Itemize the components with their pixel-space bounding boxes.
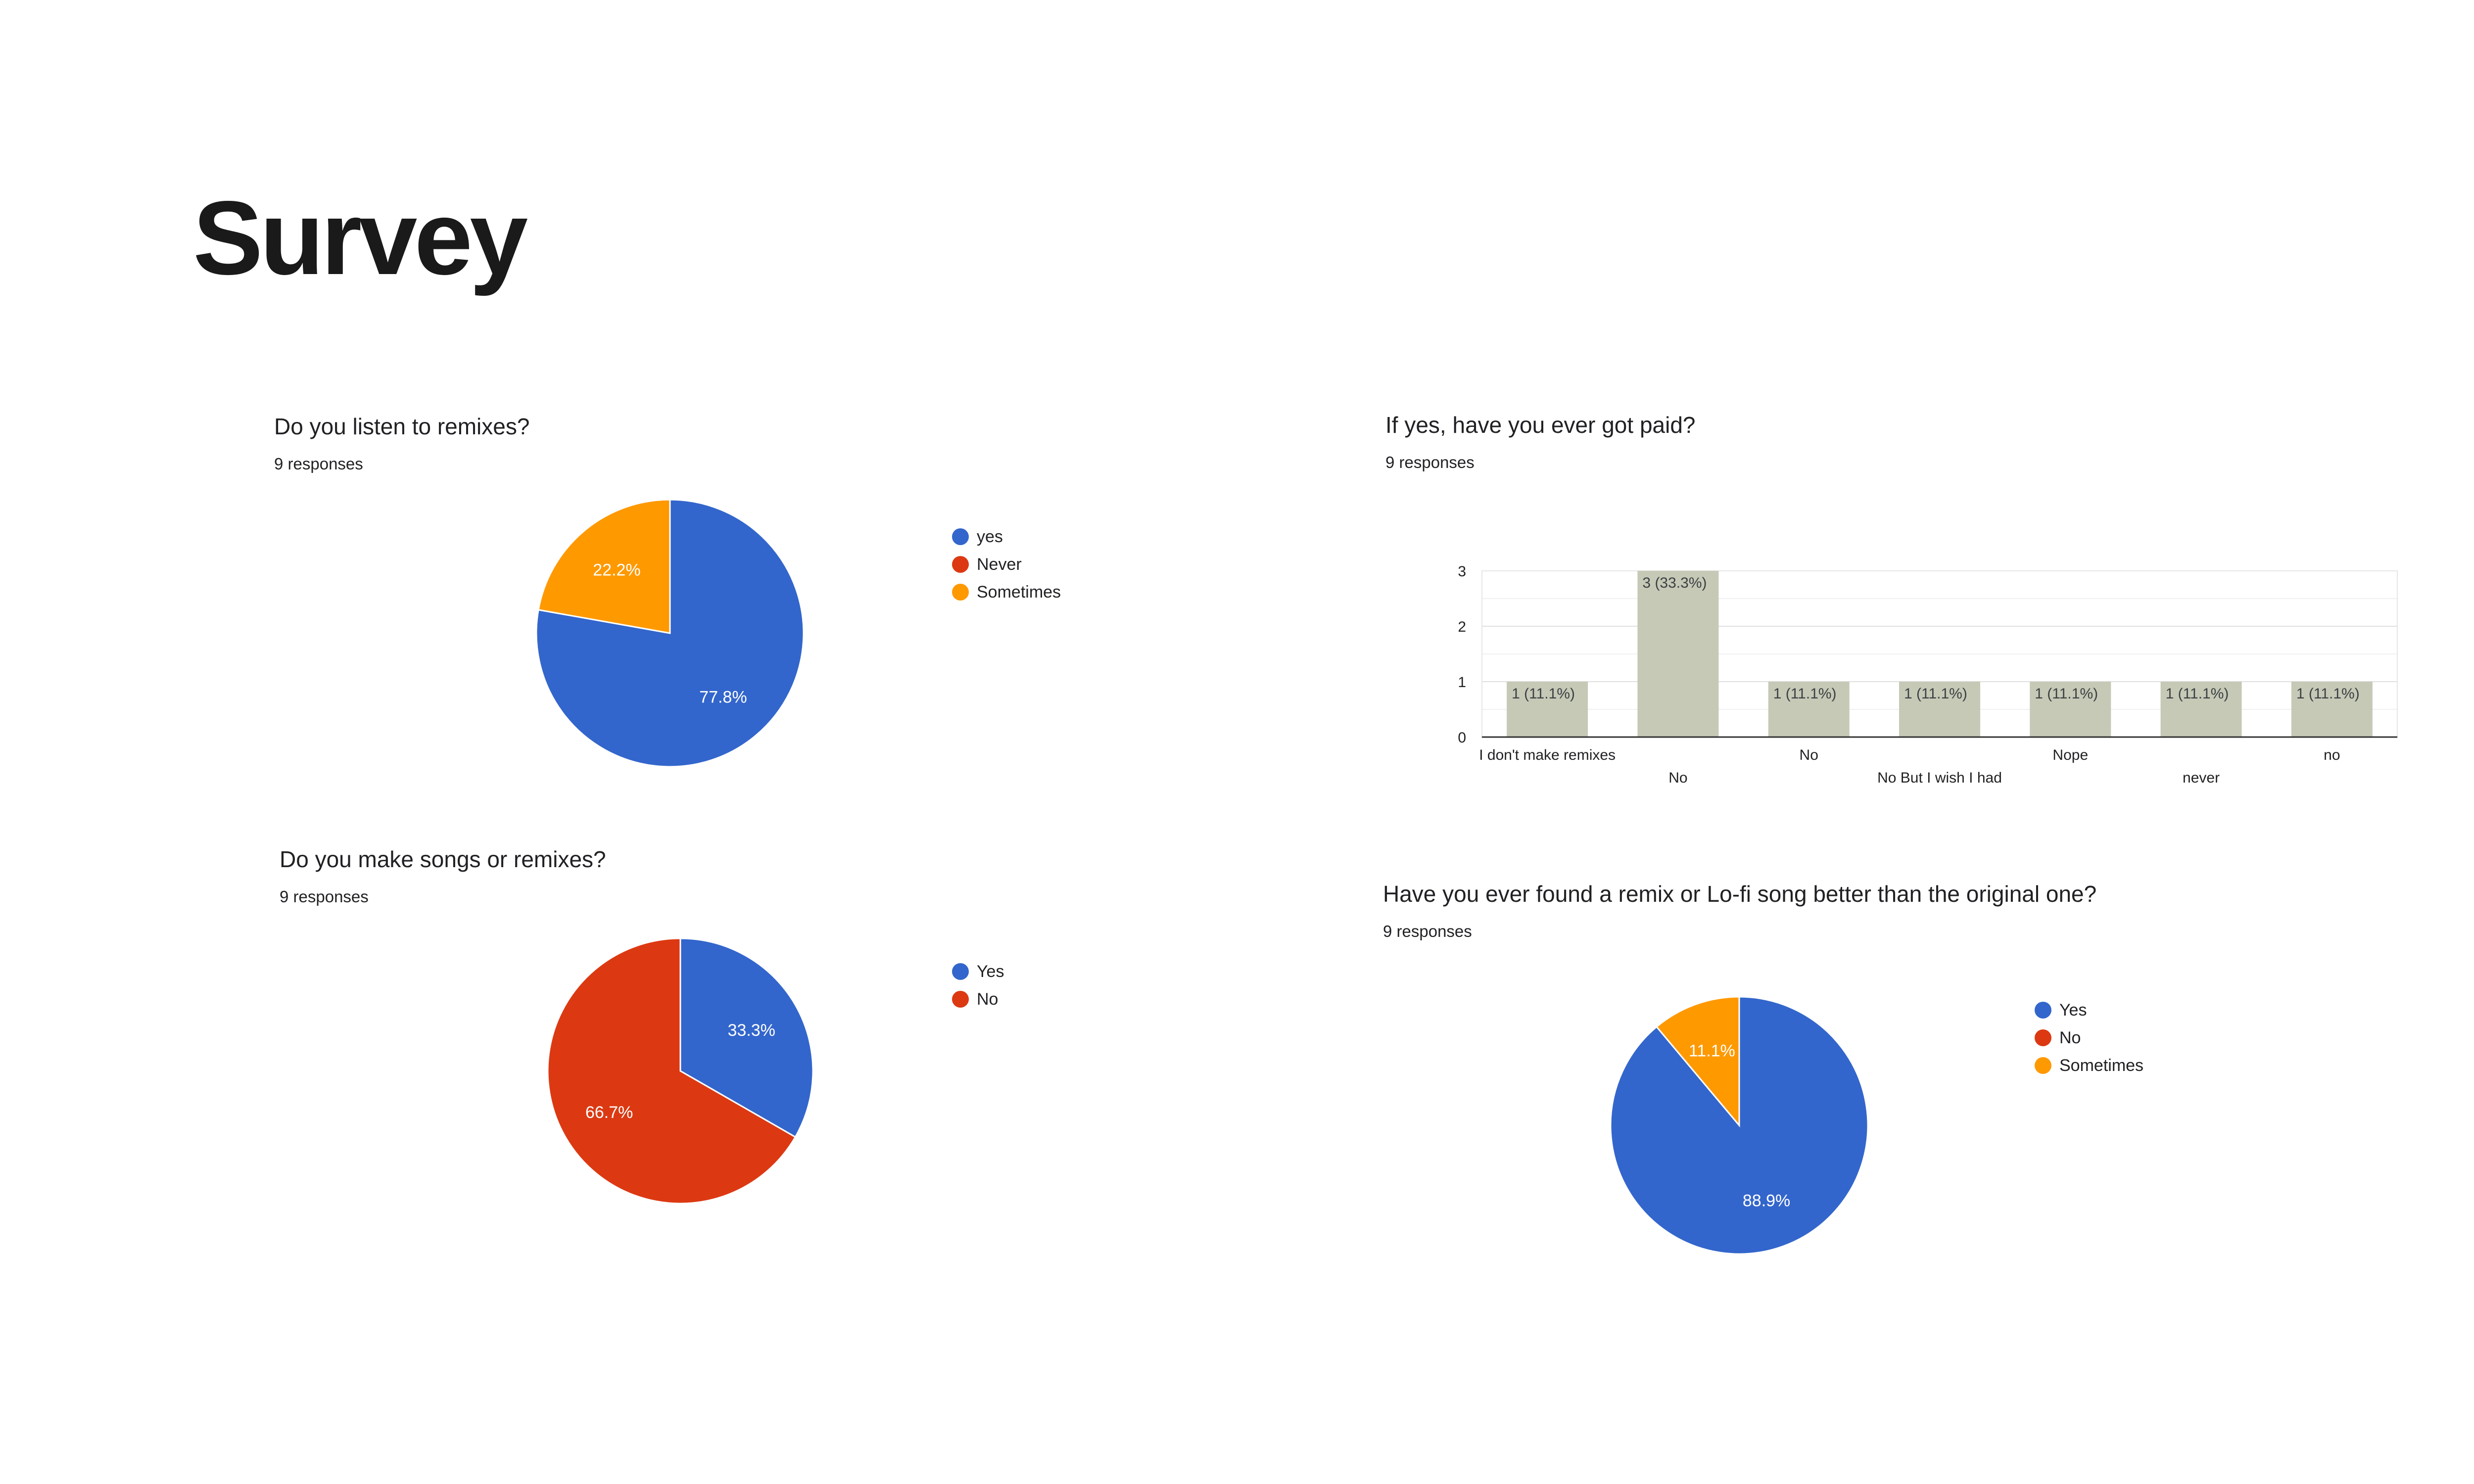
legend-item-yes: yes — [952, 523, 1061, 551]
chart-got-paid: If yes, have you ever got paid? 9 respon… — [1385, 412, 2425, 832]
legend-label: Yes — [2059, 1000, 2087, 1020]
y-tick-label: 2 — [1458, 619, 1466, 635]
legend-swatch — [952, 991, 969, 1008]
chart-title: If yes, have you ever got paid? — [1385, 412, 1696, 438]
x-tick-label: No — [1668, 770, 1687, 786]
chart-title: Do you listen to remixes? — [274, 414, 530, 439]
legend-swatch — [2035, 1002, 2051, 1019]
slice-label: 66.7% — [585, 1103, 633, 1122]
response-count: 9 responses — [1383, 922, 1472, 940]
bar-value-label: 1 (11.1%) — [1512, 686, 1575, 702]
legend-label: Sometimes — [977, 582, 1061, 602]
response-count: 9 responses — [274, 455, 363, 473]
legend-swatch — [952, 584, 969, 601]
x-tick-label: No But I wish I had — [1877, 770, 2002, 786]
response-count: 9 responses — [280, 887, 369, 906]
legend-swatch — [2035, 1057, 2051, 1074]
chart-remix-better: Have you ever found a remix or Lo-fi son… — [1383, 881, 2422, 1276]
bar-6 — [2160, 682, 2242, 737]
legend-swatch — [952, 528, 969, 545]
pie-slice-sometimes — [1655, 996, 1740, 1128]
chart-legend: Yes No — [952, 958, 1004, 1013]
bar-value-label: 1 (11.1%) — [1904, 686, 1967, 702]
legend-label: No — [2059, 1028, 2081, 1047]
slice-label: 88.9% — [1743, 1191, 1790, 1210]
chart-make-songs: Do you make songs or remixes? 9 response… — [280, 846, 1170, 1242]
y-tick-label: 3 — [1458, 563, 1466, 580]
y-tick-label: 1 — [1458, 674, 1466, 691]
pie-chart: 88.9% 11.1% — [1610, 996, 1869, 1255]
bar-4 — [1899, 682, 1980, 737]
legend-label: Yes — [977, 962, 1004, 981]
bar-value-label: 1 (11.1%) — [2166, 686, 2229, 702]
slice-label: 11.1% — [1689, 1042, 1735, 1061]
legend-label: Sometimes — [2059, 1056, 2144, 1075]
x-tick-label: No — [1800, 747, 1818, 763]
slice-label: 22.2% — [593, 561, 640, 580]
bar-value-label: 3 (33.3%) — [1642, 575, 1707, 591]
x-tick-label: I don't make remixes — [1479, 747, 1616, 763]
legend-item-no: No — [2035, 1024, 2143, 1052]
legend-item-no: No — [952, 985, 1004, 1013]
legend-label: yes — [977, 527, 1003, 546]
legend-label: No — [977, 989, 999, 1009]
pie-chart: 77.8% 22.2% — [535, 499, 805, 768]
legend-swatch — [952, 963, 969, 980]
bar-3 — [1768, 682, 1850, 737]
slice-label: 77.8% — [699, 688, 747, 706]
legend-item-yes: Yes — [2035, 996, 2143, 1024]
chart-listen-remixes: Do you listen to remixes? 9 responses 77… — [274, 413, 1165, 809]
pie-chart: 33.3% 66.7% — [547, 937, 814, 1205]
chart-title: Have you ever found a remix or Lo-fi son… — [1383, 881, 2097, 907]
x-tick-label: Nope — [2052, 747, 2088, 763]
pie-slice-yes — [679, 937, 814, 1138]
response-count: 9 responses — [1385, 453, 1475, 471]
bar-1 — [1507, 682, 1588, 737]
chart-title: Do you make songs or remixes? — [280, 846, 606, 872]
y-tick-label: 0 — [1458, 730, 1466, 746]
chart-legend: yes Never Sometimes — [952, 523, 1061, 606]
bar-chart: 0 1 2 3 1 (11.1%) I don't make remixes 3 (33.3… — [1458, 563, 2398, 786]
x-tick-label: never — [2183, 770, 2220, 786]
legend-label: Never — [977, 555, 1022, 574]
bar-2 — [1637, 571, 1719, 737]
legend-item-yes: Yes — [952, 958, 1004, 985]
legend-swatch — [2035, 1029, 2051, 1046]
bar-5 — [2030, 682, 2111, 737]
bar-value-label: 1 (11.1%) — [2035, 686, 2098, 702]
bar-7 — [2291, 682, 2373, 737]
slide-title: Survey — [193, 179, 528, 296]
pie-slice-sometimes — [537, 499, 671, 634]
bar-value-label: 1 (11.1%) — [1773, 686, 1837, 702]
legend-item-sometimes: Sometimes — [952, 578, 1061, 606]
legend-swatch — [952, 556, 969, 573]
legend-item-sometimes: Sometimes — [2035, 1052, 2143, 1079]
bar-value-label: 1 (11.1%) — [2296, 686, 2360, 702]
pie-slice-no — [547, 937, 797, 1205]
x-tick-label: no — [2324, 747, 2340, 763]
slice-label: 33.3% — [728, 1021, 775, 1040]
chart-legend: Yes No Sometimes — [2035, 996, 2143, 1079]
legend-item-never: Never — [952, 551, 1061, 578]
